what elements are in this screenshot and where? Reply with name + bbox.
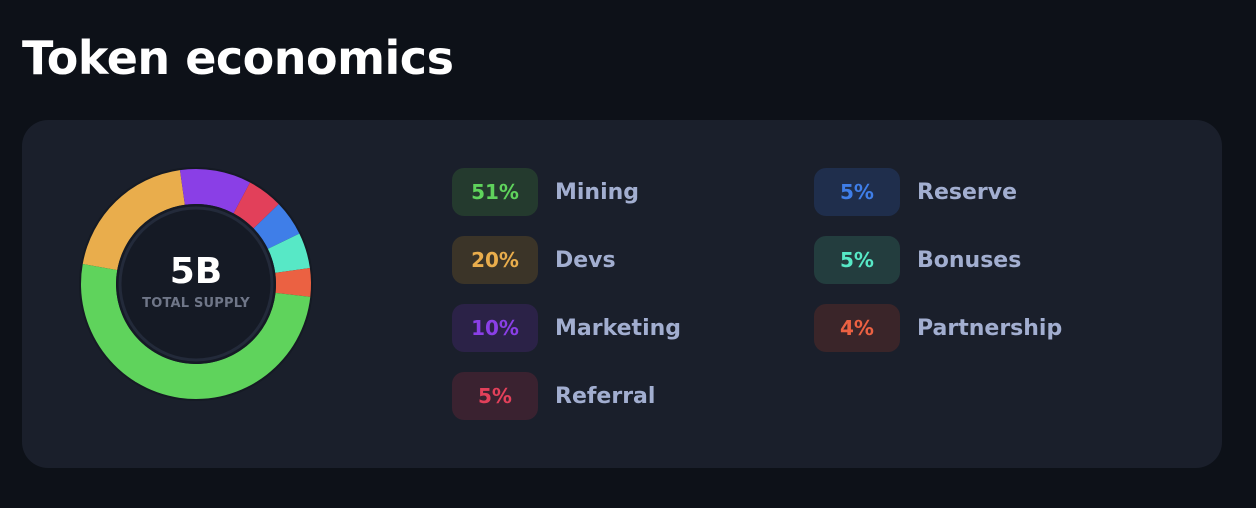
legend-item-mining: 51% Mining xyxy=(452,168,639,216)
legend-badge: 5% xyxy=(814,236,900,284)
legend-badge: 10% xyxy=(452,304,538,352)
legend-label: Mining xyxy=(555,179,640,205)
legend-item-marketing: 10% Marketing xyxy=(452,304,681,352)
legend-label: Devs xyxy=(555,247,616,273)
legend-badge: 51% xyxy=(452,168,538,216)
donut-segment-bonuses xyxy=(267,233,310,273)
legend-label: Reserve xyxy=(917,179,1017,205)
donut-segment-marketing xyxy=(179,169,250,214)
page-title: Token economics xyxy=(22,31,454,85)
token-economics-card: 5B TOTAL SUPPLY 51% Mining 20% Devs 10% … xyxy=(22,120,1222,468)
legend-item-referral: 5% Referral xyxy=(452,372,655,420)
donut-center: 5B TOTAL SUPPLY xyxy=(78,166,314,402)
legend-item-partnership: 4% Partnership xyxy=(814,304,1062,352)
donut-hole xyxy=(116,204,276,364)
legend-badge: 5% xyxy=(452,372,538,420)
donut-segment-mining xyxy=(80,264,311,400)
donut-segments xyxy=(80,169,311,400)
legend-badge: 20% xyxy=(452,236,538,284)
legend-item-bonuses: 5% Bonuses xyxy=(814,236,1021,284)
legend-item-reserve: 5% Reserve xyxy=(814,168,1017,216)
donut-inner-ring xyxy=(118,206,274,362)
total-supply-label: TOTAL SUPPLY xyxy=(142,295,250,311)
legend-label: Referral xyxy=(555,383,656,409)
donut-segment-devs xyxy=(82,170,185,271)
donut-segment-reserve xyxy=(253,204,300,249)
total-supply-value: 5B xyxy=(169,250,223,292)
donut-segment-partnership xyxy=(275,267,311,297)
legend-item-devs: 20% Devs xyxy=(452,236,616,284)
donut-segment-referral xyxy=(233,182,279,229)
donut-svg xyxy=(79,167,313,401)
legend-badge: 5% xyxy=(814,168,900,216)
supply-donut-chart: 5B TOTAL SUPPLY xyxy=(78,166,314,402)
legend-label: Bonuses xyxy=(917,247,1022,273)
legend-label: Marketing xyxy=(555,315,682,341)
legend-label: Partnership xyxy=(917,315,1063,341)
legend-badge: 4% xyxy=(814,304,900,352)
